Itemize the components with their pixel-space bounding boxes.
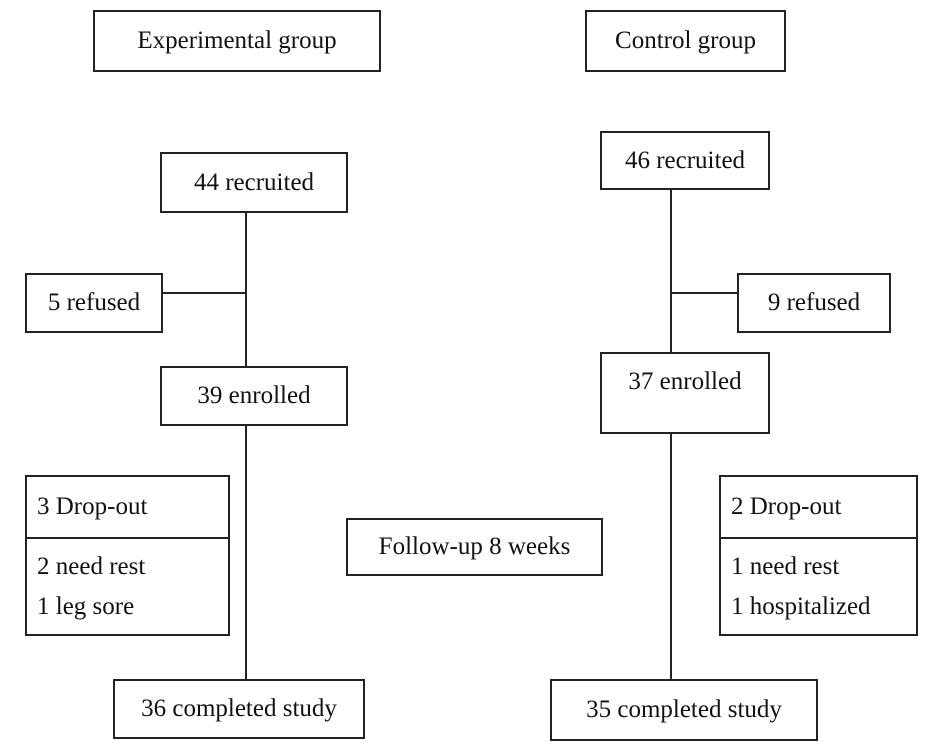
completed-box: 35 completed study xyxy=(550,679,818,741)
enrolled-box: 37 enrolled xyxy=(600,352,770,434)
enrolled-box: 39 enrolled xyxy=(160,366,348,426)
dropout-reason: 2 need rest xyxy=(37,553,146,580)
refused-box: 5 refused xyxy=(25,273,163,333)
group-title: Experimental group xyxy=(93,10,381,72)
dropout-reason: 1 hospitalized xyxy=(731,593,871,620)
refused-box: 9 refused xyxy=(737,273,891,333)
dropout-box: 2 Drop-out 1 need rest 1 hospitalized xyxy=(719,475,918,636)
completed-box: 36 completed study xyxy=(113,679,365,739)
follow-up-box: Follow-up 8 weeks xyxy=(346,518,603,576)
dropout-box: 3 Drop-out 2 need rest 1 leg sore xyxy=(25,475,230,636)
group-title: Control group xyxy=(585,10,786,72)
dropout-reason: 1 leg sore xyxy=(37,593,135,620)
recruited-box: 44 recruited xyxy=(160,152,348,213)
dropout-reason: 1 need rest xyxy=(731,553,840,580)
dropout-title: 2 Drop-out xyxy=(721,477,916,539)
dropout-title: 3 Drop-out xyxy=(27,477,228,539)
recruited-box: 46 recruited xyxy=(600,131,770,190)
